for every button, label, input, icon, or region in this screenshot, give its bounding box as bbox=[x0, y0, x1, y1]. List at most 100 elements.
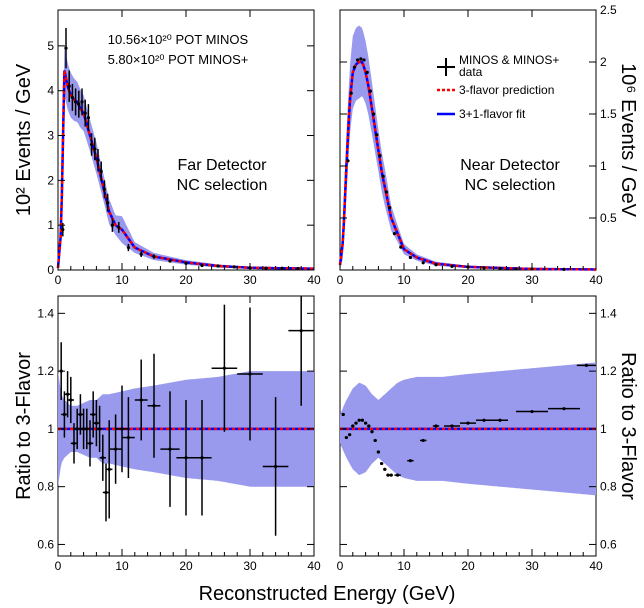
near-ratio-data-point-23 bbox=[492, 418, 508, 422]
near-ratio-data-marker-7 bbox=[364, 421, 368, 425]
far-ratio-data-marker-24 bbox=[222, 366, 226, 370]
near-spectrum-data-point-2 bbox=[352, 65, 356, 69]
near-spectrum-data-marker-12 bbox=[384, 190, 388, 194]
far-ratio-data-marker-8 bbox=[85, 427, 89, 431]
far-ratio-data-marker-6 bbox=[78, 412, 82, 417]
far-spectrum-data-point-26 bbox=[264, 266, 268, 270]
near-spectrum-data-point-8 bbox=[372, 112, 376, 116]
far-ratio-data-point-6 bbox=[77, 394, 84, 435]
near-spectrum-x-tick-label-4: 40 bbox=[589, 273, 603, 287]
far-spectrum-y-tick-label-3: 3 bbox=[47, 129, 54, 143]
panel-near-ratio: 0 10 20 30 40 0.6 0.8 1 1.2 1.4 bbox=[337, 295, 617, 573]
near-spectrum-data-marker-16 bbox=[408, 255, 412, 260]
far-ratio-data-marker-3 bbox=[69, 398, 73, 402]
near-ratio-data-marker-14 bbox=[386, 473, 390, 477]
near-spectrum-y-tick-label-2: 1.5 bbox=[600, 107, 617, 121]
far-ratio-data-marker-13 bbox=[101, 456, 105, 460]
near-ratio-data-point-14 bbox=[386, 473, 390, 477]
near-ratio-data-marker-26 bbox=[584, 363, 589, 367]
far-spectrum-x-tick-label-2: 20 bbox=[179, 273, 193, 287]
far-ratio-data-point-17 bbox=[115, 385, 129, 473]
far-spectrum-data-point-20 bbox=[168, 259, 172, 263]
far-ratio-data-marker-22 bbox=[184, 456, 188, 460]
far-ratio-x-tick-label-1: 10 bbox=[115, 559, 129, 573]
panel-far-ratio: 0 10 20 30 40 0.6 0.8 1 1.2 1.4 bbox=[37, 295, 321, 573]
near-ratio-data-point-18 bbox=[420, 438, 427, 443]
near-spectrum-data-marker-22 bbox=[498, 266, 502, 271]
far-spectrum-data-point-12 bbox=[99, 161, 103, 182]
near-ratio-data-point-17 bbox=[407, 459, 414, 463]
near-spectrum-x-tick-label-1: 10 bbox=[397, 273, 411, 287]
far-spectrum-data-point-3 bbox=[70, 83, 74, 111]
far-spectrum-data-marker-14 bbox=[106, 201, 110, 205]
legend-data-sublabel: data bbox=[459, 65, 483, 79]
far-ratio-data-point-5 bbox=[74, 408, 81, 450]
near-spectrum-data-point-12 bbox=[384, 190, 388, 194]
far-ratio-x-tick-label-0: 0 bbox=[55, 559, 62, 573]
far-spectrum-data-point-19 bbox=[152, 254, 156, 259]
near-spectrum-data-point-23 bbox=[514, 267, 518, 271]
far-ratio-data-point-25 bbox=[237, 307, 263, 441]
near-spectrum-data-point-16 bbox=[408, 255, 412, 260]
far-ratio-data-point-16 bbox=[109, 414, 122, 484]
far-spectrum-data-point-6 bbox=[80, 88, 84, 116]
far-spectrum-data-point-1 bbox=[64, 27, 68, 69]
near-spectrum-data-marker-5 bbox=[362, 58, 366, 62]
far-ratio-data-marker-17 bbox=[120, 427, 124, 431]
near-spectrum-y-tick-label-3: 2 bbox=[600, 55, 607, 69]
far-spectrum-data-marker-24 bbox=[232, 265, 236, 269]
far-ratio-data-marker-9 bbox=[88, 441, 92, 445]
far-ratio-data-marker-21 bbox=[168, 447, 172, 451]
far-spectrum-y-tick-label-2: 2 bbox=[47, 173, 54, 187]
far-ratio-data-marker-10 bbox=[91, 412, 95, 417]
near-spectrum-data-point-15 bbox=[399, 245, 403, 249]
near-ratio-x-tick-label-0: 0 bbox=[337, 559, 344, 573]
far-spectrum-data-point-18 bbox=[139, 251, 143, 257]
far-ratio-data-point-4 bbox=[70, 423, 78, 464]
far-ratio-data-marker-1 bbox=[62, 412, 66, 417]
legend-data-label: MINOS & MINOS+ bbox=[459, 53, 559, 67]
far-spectrum-data-point-22 bbox=[200, 263, 204, 268]
far-spectrum-data-marker-2 bbox=[67, 84, 71, 88]
near-spectrum-data-point-6 bbox=[365, 70, 369, 74]
near-spectrum-y-tick-label-4: 2.5 bbox=[600, 3, 617, 17]
near-spectrum-data-marker-19 bbox=[450, 264, 454, 268]
far-ratio-data-point-2 bbox=[64, 371, 71, 418]
far-spectrum-data-point-4 bbox=[74, 88, 78, 116]
far-spectrum-y-tick-label-4: 4 bbox=[47, 84, 54, 98]
far-ratio-data-point-10 bbox=[90, 391, 97, 438]
far-ratio-data-point-21 bbox=[160, 391, 180, 507]
far-spectrum-data-marker-9 bbox=[90, 142, 94, 147]
far-spectrum-data-point-7 bbox=[83, 99, 87, 127]
near-spectrum-data-point-5 bbox=[362, 58, 366, 62]
near-ratio-data-marker-21 bbox=[466, 421, 470, 425]
near-spectrum-data-marker-11 bbox=[381, 174, 385, 178]
far-ratio-data-marker-14 bbox=[104, 490, 108, 495]
far-spectrum-data-point-13 bbox=[102, 180, 106, 199]
near-ratio-data-point-4 bbox=[354, 421, 358, 425]
near-ratio-data-marker-10 bbox=[373, 438, 377, 443]
near-spectrum-data-point-7 bbox=[368, 89, 372, 93]
near-ratio-data-point-9 bbox=[370, 430, 374, 434]
near-spectrum-data-marker-1 bbox=[349, 91, 353, 95]
far-spectrum-data-marker-4 bbox=[74, 100, 78, 104]
far-spectrum-data-marker-18 bbox=[139, 252, 143, 256]
far-spectrum-data-point-23 bbox=[216, 264, 220, 268]
bottom-left-y-axis-title: Ratio to 3-Flavor bbox=[13, 352, 35, 500]
far-spectrum-data-marker-15 bbox=[110, 223, 114, 227]
near-spectrum-data-marker-25 bbox=[562, 267, 566, 271]
top-right-y-axis-title: 10⁶ Events / GeV bbox=[617, 63, 639, 218]
near-ratio-data-marker-9 bbox=[370, 430, 374, 434]
near-spectrum-data-marker-15 bbox=[399, 245, 403, 249]
far-spectrum-data-point-16 bbox=[117, 222, 121, 233]
far-ratio-data-point-23 bbox=[192, 400, 212, 516]
far-spectrum-data-marker-22 bbox=[200, 263, 204, 268]
near-ratio-data-marker-25 bbox=[562, 407, 566, 411]
pot-line-1: 10.56×10²⁰ POT MINOS bbox=[108, 32, 249, 47]
near-ratio-data-marker-16 bbox=[396, 473, 400, 477]
far-ratio-data-point-27 bbox=[288, 296, 314, 406]
far-spectrum-x-tick-label-4: 40 bbox=[307, 273, 321, 287]
far-ratio-data-marker-19 bbox=[139, 398, 143, 402]
near-ratio-data-marker-17 bbox=[408, 459, 412, 463]
near-ratio-data-point-8 bbox=[367, 424, 371, 428]
